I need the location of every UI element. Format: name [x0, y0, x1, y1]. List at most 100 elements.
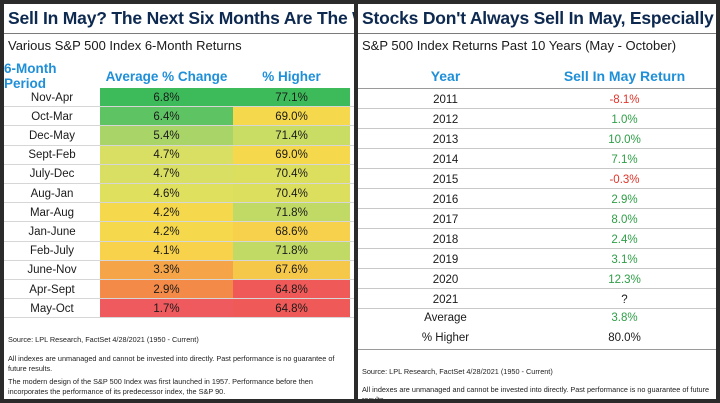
- avg-change-cell: 6.8%: [100, 88, 233, 108]
- left-disclaimer-note: All indexes are unmanaged and cannot be …: [8, 354, 335, 373]
- table-row: 2016 2.9%: [358, 190, 716, 210]
- year-cell: 2013: [432, 133, 459, 146]
- table-row: 2021?: [358, 290, 716, 310]
- header-year: Year: [430, 68, 461, 84]
- table-row: June-Nov 3.3% 67.6%: [4, 260, 354, 280]
- right-panel: Stocks Don't Always Sell In May, Especia…: [358, 4, 716, 399]
- row-divider: [358, 128, 716, 130]
- pct-higher-cell: 69.0%: [233, 107, 350, 127]
- year-cell: 2018: [432, 233, 459, 246]
- header-avg-change: Average % Change: [105, 68, 228, 84]
- row-divider: [358, 228, 716, 230]
- row-divider: [4, 221, 354, 223]
- left-title: Sell In May? The Next Six Months Are The…: [8, 8, 354, 28]
- return-cell: 10.0%: [608, 133, 641, 146]
- table-row: 2020 12.3%: [358, 270, 716, 290]
- period-cell: Apr-Sept: [29, 283, 75, 296]
- avg-change-cell: 4.7%: [100, 145, 233, 165]
- return-cell: 8.0%: [611, 213, 638, 226]
- avg-change-cell: 6.4%: [100, 107, 233, 127]
- return-cell: 7.1%: [611, 153, 638, 166]
- table-row: Aug-Jan 4.6% 70.4%: [4, 184, 354, 204]
- right-title: Stocks Don't Always Sell In May, Especia…: [362, 8, 716, 28]
- pct-higher-cell: 71.8%: [233, 241, 350, 261]
- return-cell: -8.1%: [609, 93, 640, 106]
- year-cell: 2012: [432, 113, 459, 126]
- pct-higher-cell: 69.0%: [233, 145, 350, 165]
- period-cell: July-Dec: [29, 168, 75, 181]
- summary-row-pct-higher: % Higher 80.0%: [358, 328, 716, 347]
- left-source-note: Source: LPL Research, FactSet 4/28/2021 …: [8, 335, 199, 344]
- header-pct-higher: % Higher: [262, 68, 321, 84]
- table-row: Nov-Apr 6.8% 77.1%: [4, 88, 354, 108]
- avg-change-cell: 4.2%: [100, 222, 233, 242]
- avg-change-cell: 4.7%: [100, 164, 233, 184]
- return-cell: 12.3%: [608, 273, 641, 286]
- table-row: Sept-Feb 4.7% 69.0%: [4, 145, 354, 165]
- pct-higher-cell: 70.4%: [233, 184, 350, 204]
- return-cell: 1.0%: [611, 113, 638, 126]
- pct-higher-cell: 71.8%: [233, 203, 350, 223]
- row-divider: [4, 278, 354, 280]
- pct-higher-cell: 71.4%: [233, 126, 350, 146]
- period-cell: Oct-Mar: [31, 110, 73, 123]
- pct-higher-cell: 68.6%: [233, 222, 350, 242]
- summary-label: % Higher: [421, 331, 470, 344]
- table-row: Mar-Aug 4.2% 71.8%: [4, 203, 354, 223]
- row-divider: [358, 148, 716, 150]
- table-row: 2012 1.0%: [358, 110, 716, 130]
- avg-change-cell: 4.6%: [100, 184, 233, 204]
- period-cell: Jan-June: [28, 225, 76, 238]
- right-subtitle: S&P 500 Index Returns Past 10 Years (May…: [362, 38, 677, 53]
- left-panel: Sell In May? The Next Six Months Are The…: [4, 4, 354, 399]
- period-cell: June-Nov: [27, 264, 77, 277]
- period-cell: May-Oct: [30, 302, 74, 315]
- row-divider: [4, 240, 354, 242]
- row-divider: [4, 182, 354, 184]
- row-divider: [4, 202, 354, 204]
- avg-change-cell: 4.1%: [100, 241, 233, 261]
- row-divider: [4, 298, 354, 300]
- row-divider: [358, 268, 716, 270]
- summary-value: 3.8%: [611, 311, 638, 324]
- left-subtitle: Various S&P 500 Index 6-Month Returns: [8, 38, 242, 53]
- return-cell: 2.9%: [611, 193, 638, 206]
- table-row: May-Oct 1.7% 64.8%: [4, 299, 354, 319]
- summary-label: Average: [424, 311, 467, 324]
- right-source-note: Source: LPL Research, FactSet 4/28/2021 …: [362, 367, 553, 376]
- avg-change-cell: 1.7%: [100, 299, 233, 319]
- row-divider: [358, 248, 716, 250]
- avg-change-cell: 5.4%: [100, 126, 233, 146]
- summary-value: 80.0%: [608, 331, 641, 344]
- pct-higher-cell: 70.4%: [233, 164, 350, 184]
- return-cell: 2.4%: [611, 233, 638, 246]
- year-cell: 2019: [432, 253, 459, 266]
- row-divider: [4, 106, 354, 108]
- table-row: 2015 -0.3%: [358, 170, 716, 190]
- table-row: 2017 8.0%: [358, 210, 716, 230]
- year-cell: 2020: [432, 273, 459, 286]
- return-cell: -0.3%: [609, 173, 640, 186]
- period-cell: Sept-Feb: [28, 149, 76, 162]
- pct-higher-cell: 77.1%: [233, 88, 350, 108]
- row-divider: [4, 259, 354, 261]
- title-divider: [4, 33, 354, 34]
- table-row: Oct-Mar 6.4% 69.0%: [4, 107, 354, 127]
- table-row: Dec-May 5.4% 71.4%: [4, 126, 354, 146]
- row-divider: [4, 317, 354, 319]
- return-cell: 3.1%: [611, 253, 638, 266]
- pct-higher-cell: 64.8%: [233, 299, 350, 319]
- period-cell: Aug-Jan: [30, 187, 74, 200]
- avg-change-cell: 2.9%: [100, 280, 233, 300]
- summary-row-average: Average 3.8%: [358, 308, 716, 327]
- table-row: July-Dec 4.7% 70.4%: [4, 164, 354, 184]
- return-cell: ?: [621, 293, 628, 306]
- table-row: Jan-June 4.2% 68.6%: [4, 222, 354, 242]
- row-divider: [358, 168, 716, 170]
- avg-change-cell: 3.3%: [100, 260, 233, 280]
- row-divider: [4, 125, 354, 127]
- pct-higher-cell: 64.8%: [233, 280, 350, 300]
- table-row: Apr-Sept 2.9% 64.8%: [4, 280, 354, 300]
- table-row: 2014 7.1%: [358, 150, 716, 170]
